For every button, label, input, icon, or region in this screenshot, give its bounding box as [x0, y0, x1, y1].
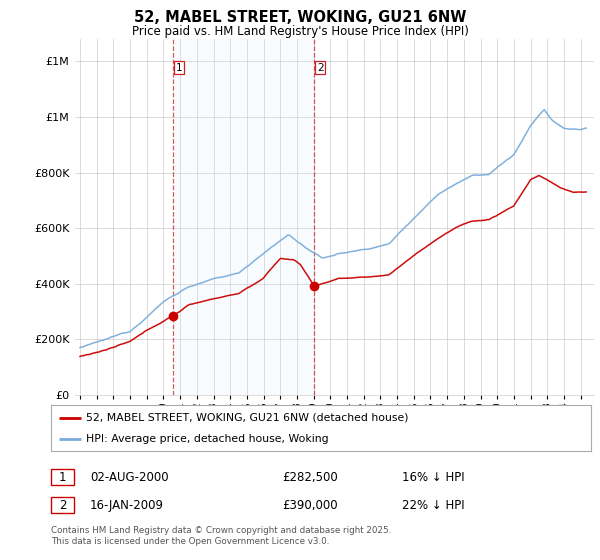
Text: £390,000: £390,000	[282, 498, 338, 512]
Text: 16-JAN-2009: 16-JAN-2009	[90, 498, 164, 512]
Text: £282,500: £282,500	[282, 470, 338, 484]
Text: 02-AUG-2000: 02-AUG-2000	[90, 470, 169, 484]
Text: 1: 1	[176, 63, 182, 73]
Text: 16% ↓ HPI: 16% ↓ HPI	[402, 470, 464, 484]
Text: 52, MABEL STREET, WOKING, GU21 6NW: 52, MABEL STREET, WOKING, GU21 6NW	[134, 10, 466, 25]
Text: 52, MABEL STREET, WOKING, GU21 6NW (detached house): 52, MABEL STREET, WOKING, GU21 6NW (deta…	[86, 413, 409, 423]
Text: HPI: Average price, detached house, Woking: HPI: Average price, detached house, Woki…	[86, 435, 329, 444]
Text: 22% ↓ HPI: 22% ↓ HPI	[402, 498, 464, 512]
Text: Price paid vs. HM Land Registry's House Price Index (HPI): Price paid vs. HM Land Registry's House …	[131, 25, 469, 38]
Bar	[173, 39, 314, 395]
Text: 2: 2	[59, 498, 66, 512]
Text: 2: 2	[317, 63, 323, 73]
Text: 1: 1	[59, 470, 66, 484]
Text: Contains HM Land Registry data © Crown copyright and database right 2025.
This d: Contains HM Land Registry data © Crown c…	[51, 526, 391, 546]
